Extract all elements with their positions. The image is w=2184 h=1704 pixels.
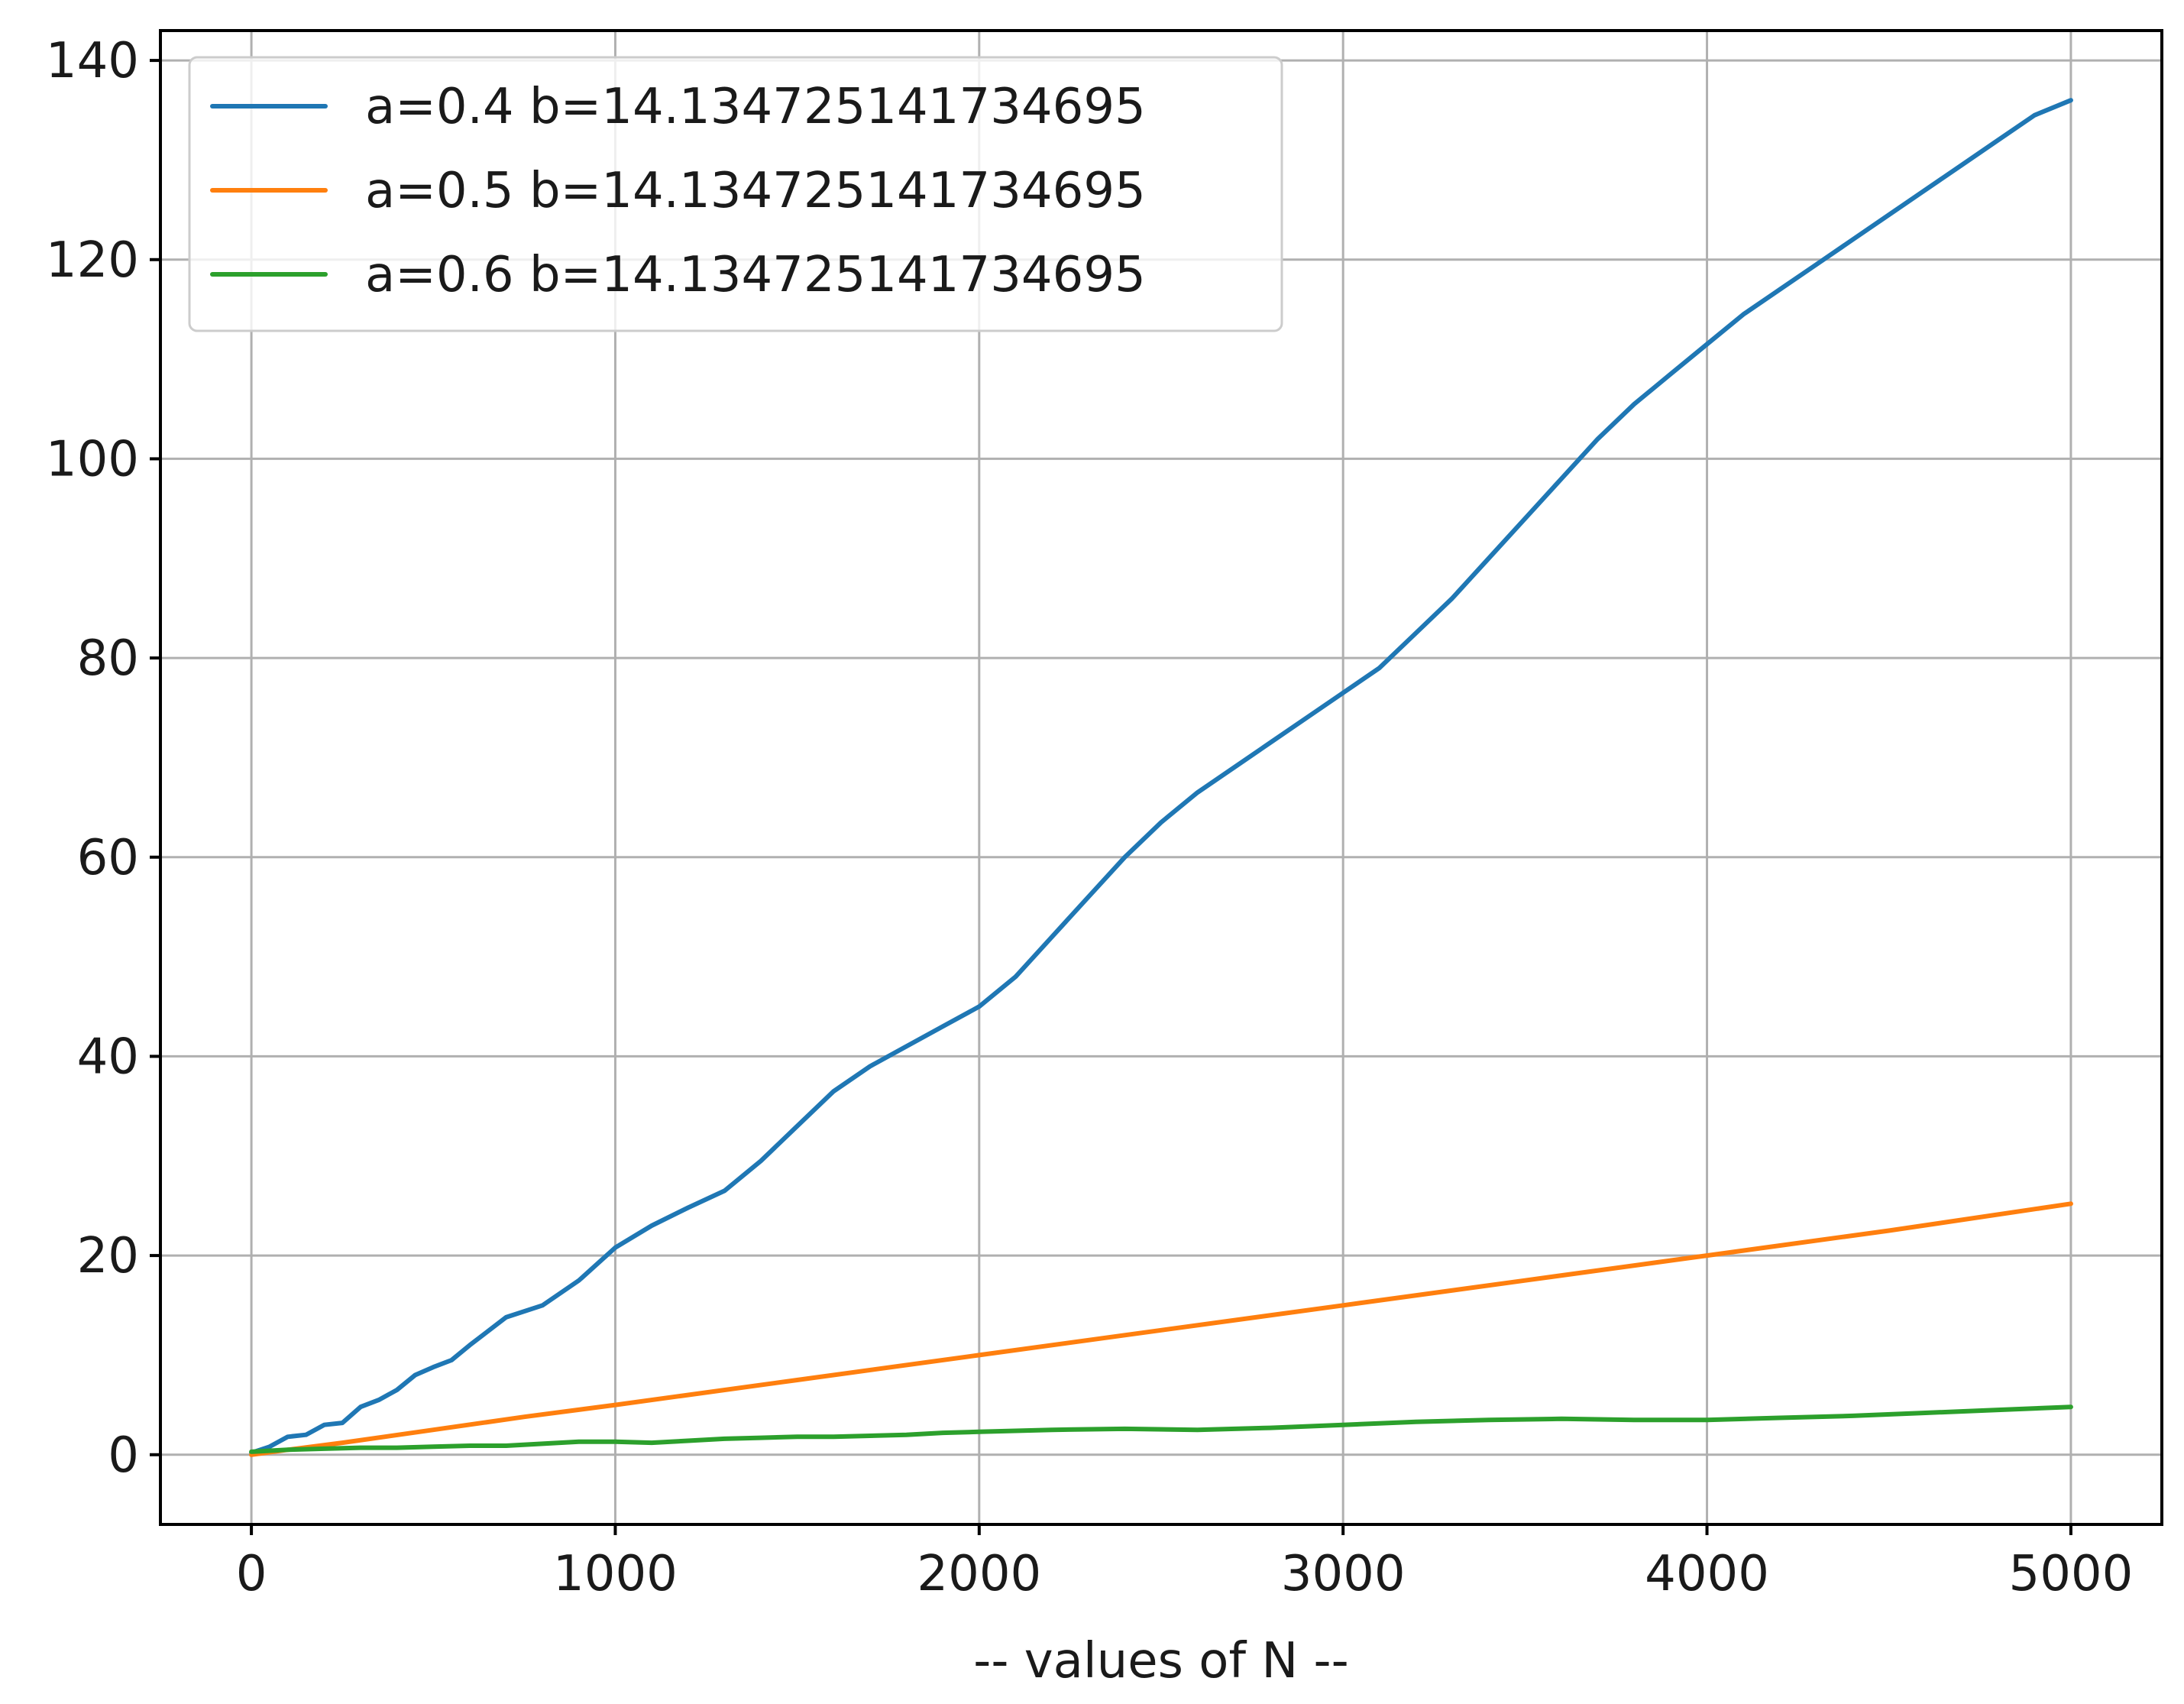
legend: a=0.4 b=14.134725141734695 a=0.5 b=14.134… <box>188 56 1283 332</box>
x-tick-label: 3000 <box>1281 1546 1406 1602</box>
y-tick-label: 60 <box>77 830 139 886</box>
y-tick-label: 0 <box>108 1427 139 1484</box>
series-line-2 <box>249 1201 2073 1457</box>
y-tick-label: 120 <box>46 232 139 289</box>
series-layer <box>249 98 2073 1457</box>
legend-label-1: a=0.4 b=14.134725141734695 <box>365 79 1146 135</box>
series-line-3 <box>249 1404 2073 1454</box>
legend-box <box>188 56 1283 332</box>
x-tick-label: 5000 <box>2008 1546 2133 1602</box>
y-tick-label: 40 <box>77 1029 139 1085</box>
x-tick-label: 1000 <box>553 1546 678 1602</box>
y-tick-label: 100 <box>46 431 139 488</box>
x-tick-label: 0 <box>236 1546 267 1602</box>
ticks-layer: 0 1000 2000 3000 4000 5000 0 20 40 60 80 100 120 140 <box>46 33 2134 1602</box>
y-tick-label: 20 <box>77 1228 139 1284</box>
series-line-1 <box>249 98 2073 1456</box>
legend-label-3: a=0.6 b=14.134725141734695 <box>365 247 1146 303</box>
y-tick-label: 140 <box>46 33 139 89</box>
y-tick-label: 80 <box>77 630 139 687</box>
x-axis-label: -- values of N -- <box>973 1633 1348 1689</box>
x-tick-label: 4000 <box>1645 1546 1769 1602</box>
plot-frame <box>159 29 2163 1526</box>
x-tick-label: 2000 <box>917 1546 1041 1602</box>
legend-label-2: a=0.5 b=14.134725141734695 <box>365 163 1146 219</box>
